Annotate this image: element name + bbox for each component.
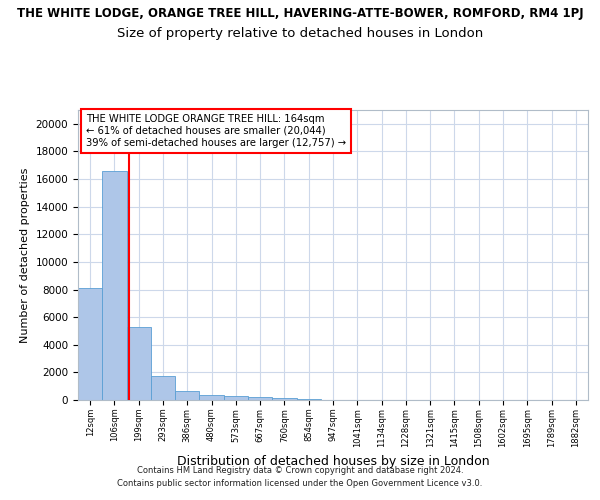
- Bar: [175, 391, 199, 400]
- Bar: [102, 171, 127, 400]
- Bar: [199, 395, 224, 400]
- Bar: [248, 397, 272, 400]
- Text: THE WHITE LODGE ORANGE TREE HILL: 164sqm
← 61% of detached houses are smaller (2: THE WHITE LODGE ORANGE TREE HILL: 164sqm…: [86, 114, 346, 148]
- Bar: [127, 327, 151, 400]
- Bar: [78, 288, 102, 400]
- Text: Contains HM Land Registry data © Crown copyright and database right 2024.
Contai: Contains HM Land Registry data © Crown c…: [118, 466, 482, 487]
- Bar: [272, 398, 296, 400]
- Text: Size of property relative to detached houses in London: Size of property relative to detached ho…: [117, 28, 483, 40]
- Y-axis label: Number of detached properties: Number of detached properties: [20, 168, 30, 342]
- Bar: [151, 376, 175, 400]
- X-axis label: Distribution of detached houses by size in London: Distribution of detached houses by size …: [176, 455, 490, 468]
- Text: THE WHITE LODGE, ORANGE TREE HILL, HAVERING-ATTE-BOWER, ROMFORD, RM4 1PJ: THE WHITE LODGE, ORANGE TREE HILL, HAVER…: [17, 8, 583, 20]
- Bar: [296, 399, 321, 400]
- Bar: [224, 396, 248, 400]
